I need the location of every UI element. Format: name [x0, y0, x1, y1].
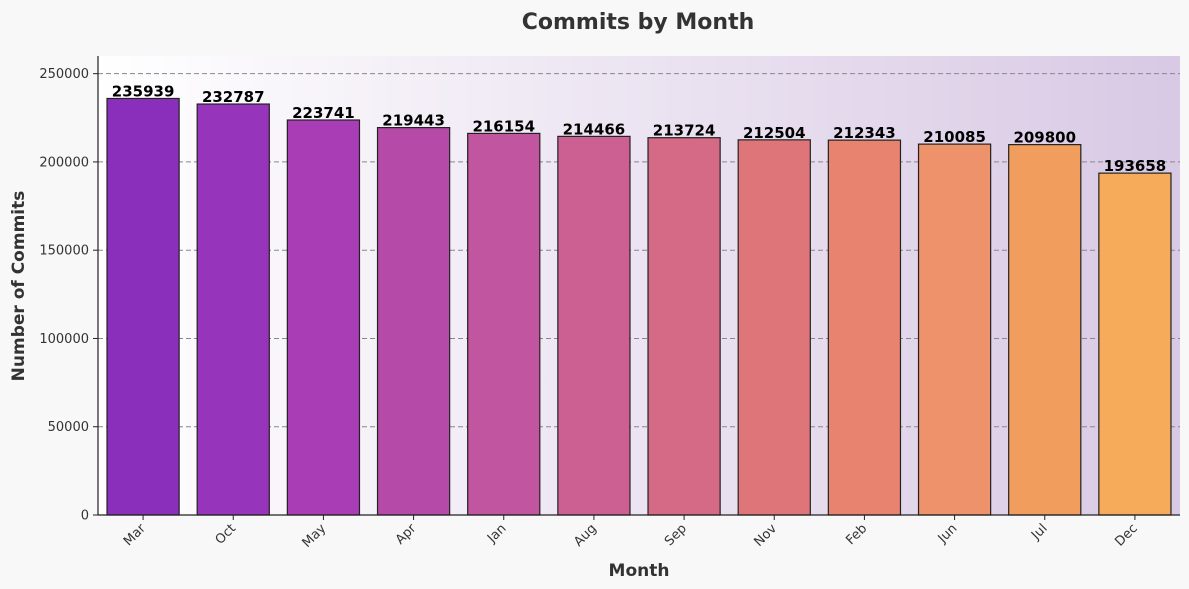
x-tick-label: Dec: [1112, 521, 1140, 549]
data-label: 209800: [1013, 129, 1076, 147]
chart-title: Commits by Month: [522, 10, 755, 35]
x-axis-ticks: Mar Oct May Apr Jan Aug Sep Nov Feb Jun Jul Dec: [121, 515, 1141, 551]
bar-apr: [376, 126, 451, 516]
y-tick-label: 50000: [48, 420, 89, 435]
bar-may: [286, 119, 361, 516]
data-label: 232787: [202, 88, 265, 106]
data-label: 213724: [653, 122, 716, 140]
bars: [106, 97, 1172, 516]
bar-mar: [106, 97, 180, 516]
data-label: 235939: [112, 82, 175, 100]
bar-dec: [1098, 172, 1172, 516]
x-tick-label: May: [300, 521, 330, 551]
data-label: 223741: [292, 104, 355, 122]
y-tick-label: 100000: [39, 332, 89, 347]
x-tick-label: Sep: [662, 521, 690, 549]
x-tick-label: Feb: [843, 521, 870, 548]
plot-area: [98, 56, 1180, 515]
data-label: 212504: [743, 124, 806, 142]
bar-nov: [737, 139, 811, 516]
bar-jul: [1008, 144, 1082, 516]
data-label: 216154: [472, 117, 535, 135]
y-tick-label: 200000: [39, 155, 89, 170]
x-axis-label: Month: [609, 561, 670, 581]
x-tick-label: Jun: [935, 521, 961, 547]
x-tick-label: Jan: [484, 521, 509, 546]
y-tick-label: 0: [81, 509, 89, 524]
data-label: 219443: [382, 112, 445, 130]
x-tick-label: Oct: [213, 521, 240, 548]
data-label: 212343: [833, 124, 896, 142]
bar-jun: [917, 143, 992, 516]
data-labels: 235939 232787 223741 219443 216154 214466 2137…: [112, 82, 1166, 175]
y-tick-label: 250000: [39, 67, 89, 82]
y-tick-label: 150000: [39, 244, 89, 259]
x-tick-label: Aug: [571, 521, 600, 550]
bar-aug: [557, 135, 631, 516]
x-tick-label: Nov: [752, 521, 781, 550]
y-axis-ticks: 0 50000 100000 150000 200000 250000: [39, 67, 98, 524]
data-label: 214466: [563, 120, 626, 138]
bar-feb: [827, 139, 902, 516]
x-tick-label: Jul: [1028, 521, 1050, 543]
x-tick-label: Mar: [121, 521, 149, 549]
data-label: 193658: [1104, 157, 1167, 175]
bar-oct: [196, 103, 270, 516]
data-label: 210085: [923, 128, 986, 146]
x-tick-label: Apr: [393, 521, 420, 548]
bar-jan: [467, 132, 541, 516]
y-axis-label: Number of Commits: [9, 191, 29, 382]
bar-sep: [647, 137, 721, 516]
gridlines: [98, 73, 1180, 428]
